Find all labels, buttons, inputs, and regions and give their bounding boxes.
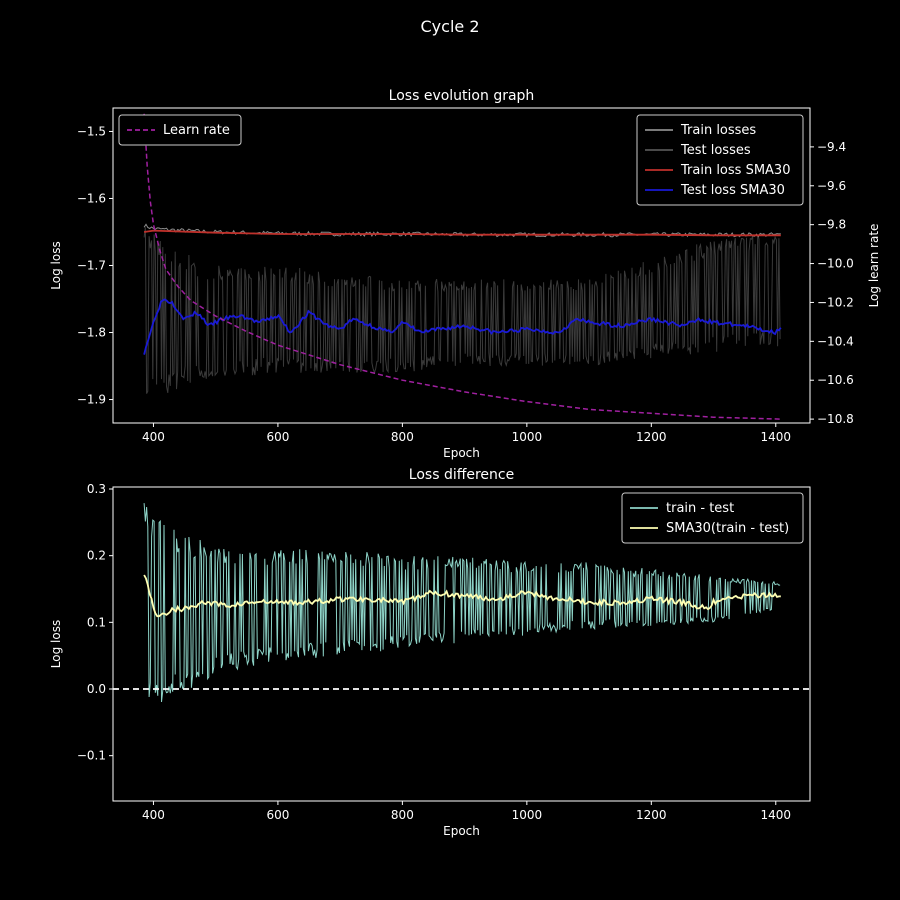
learn-rate-y-tick-label: −9.8	[817, 218, 846, 232]
train-loss-sma30-line	[143, 229, 781, 237]
loss-evolution-plot-area	[143, 113, 782, 420]
learn-rate-y-tick-label: −10.2	[817, 295, 854, 309]
loss-evolution-title: Loss evolution graph	[389, 88, 535, 104]
loss-difference-chart: 400 600 800 1000 1200 1400 0.3 0.2 0.1 0.0 −0.1 Los…	[49, 467, 811, 838]
loss-difference-x-tick-label: 800	[391, 808, 414, 822]
learn-rate-y-tick-label: −9.4	[817, 140, 846, 154]
learn-rate-legend	[118, 114, 242, 146]
learn-rate-y-tick-label: −10.6	[817, 373, 854, 387]
loss-evolution-x-tick-label: 400	[142, 430, 165, 444]
loss-evolution-legend	[636, 114, 804, 206]
loss-difference-x-tick-label: 1400	[760, 808, 791, 822]
loss-difference-y-tick-label: 0.1	[87, 615, 106, 629]
loss-difference-x-tick-label: 1000	[512, 808, 543, 822]
loss-evolution-y-axis-label: Log loss	[49, 241, 63, 289]
learn-rate-y-tick-label: −10.4	[817, 334, 854, 348]
test-losses-line	[143, 227, 781, 394]
loss-evolution-chart: 400 600 800 1000 1200 1400 −1.5 −1.6 −1.7 −1.8 −1.…	[49, 88, 881, 460]
loss-evolution-y-tick-label: −1.7	[77, 259, 106, 273]
loss-evolution-y-tick-label: −1.9	[77, 393, 106, 407]
loss-evolution-x-tick-label: 1200	[636, 430, 667, 444]
loss-difference-y-tick-label: 0.0	[87, 682, 106, 696]
loss-evolution-legend-label: Train losses	[680, 123, 756, 138]
loss-difference-legend-label: SMA30(train - test)	[666, 521, 789, 536]
loss-evolution-x-tick-label: 600	[266, 430, 289, 444]
sma30-train-minus-test-line	[143, 574, 781, 618]
loss-evolution-y-tick-label: −1.8	[77, 326, 106, 340]
test-loss-sma30-line	[143, 298, 782, 355]
loss-evolution-x-tick-label: 1000	[512, 430, 543, 444]
loss-evolution-legend-label: Train loss SMA30	[680, 163, 790, 178]
loss-evolution-legend-label: Test loss SMA30	[680, 183, 785, 198]
loss-difference-title: Loss difference	[409, 467, 514, 483]
loss-difference-plot-area	[113, 503, 810, 703]
loss-difference-y-axis-label: Log loss	[49, 620, 63, 668]
loss-difference-x-axis-label: Epoch	[443, 824, 480, 838]
loss-difference-y-tick-label: 0.3	[87, 482, 106, 496]
learn-rate-legend-label: Learn rate	[163, 123, 230, 138]
learn-rate-y-tick-label: −9.6	[817, 179, 846, 193]
loss-evolution-y-tick-label: −1.6	[77, 191, 106, 205]
loss-difference-y-tick-label: −0.1	[77, 749, 106, 763]
loss-difference-plot-frame	[112, 486, 811, 802]
loss-evolution-x-axis-label: Epoch	[443, 446, 480, 460]
loss-difference-legend	[621, 492, 804, 544]
loss-difference-x-tick-label: 600	[266, 808, 289, 822]
learn-rate-y-tick-label: −10.0	[817, 257, 854, 271]
loss-difference-y-tick-label: 0.2	[87, 549, 106, 563]
figure-suptitle: Cycle 2	[421, 17, 480, 36]
loss-difference-legend-label: train - test	[666, 501, 734, 516]
loss-evolution-y-tick-label: −1.5	[77, 124, 106, 138]
learn-rate-y-tick-label: −10.8	[817, 412, 854, 426]
loss-difference-x-tick-label: 1200	[636, 808, 667, 822]
loss-evolution-legend-label: Test losses	[680, 143, 751, 158]
learn-rate-y-axis-label: Log learn rate	[867, 224, 881, 308]
loss-evolution-x-tick-label: 1400	[760, 430, 791, 444]
loss-difference-x-tick-label: 400	[142, 808, 165, 822]
loss-evolution-x-tick-label: 800	[391, 430, 414, 444]
